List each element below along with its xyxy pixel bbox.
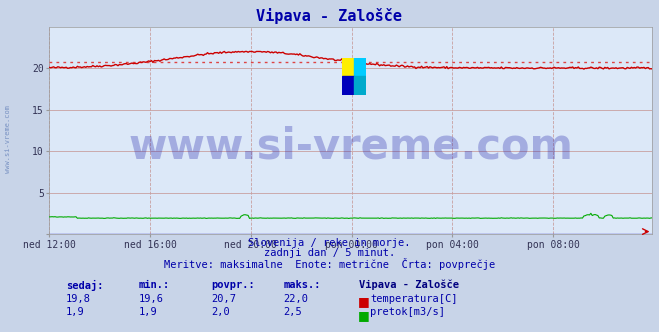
Bar (354, 76, 366, 95)
Bar (342, 58, 354, 76)
Text: www.si-vreme.com: www.si-vreme.com (129, 126, 573, 168)
Bar (354, 58, 366, 76)
Text: min.:: min.: (138, 280, 169, 290)
Text: sedaj:: sedaj: (66, 280, 103, 290)
Text: 2,0: 2,0 (211, 307, 229, 317)
Text: Meritve: maksimalne  Enote: metrične  Črta: povprečje: Meritve: maksimalne Enote: metrične Črta… (164, 258, 495, 270)
Text: ■: ■ (358, 295, 370, 308)
Text: 2,5: 2,5 (283, 307, 302, 317)
Text: Slovenija / reke in morje.: Slovenija / reke in morje. (248, 238, 411, 248)
Text: 20,7: 20,7 (211, 294, 236, 304)
Text: 22,0: 22,0 (283, 294, 308, 304)
Text: 19,6: 19,6 (138, 294, 163, 304)
Text: Vipava - Zalošče: Vipava - Zalošče (359, 280, 459, 290)
Text: 19,8: 19,8 (66, 294, 91, 304)
Bar (342, 76, 354, 95)
Text: zadnji dan / 5 minut.: zadnji dan / 5 minut. (264, 248, 395, 258)
Text: povpr.:: povpr.: (211, 280, 254, 290)
Text: ■: ■ (358, 309, 370, 322)
Text: www.si-vreme.com: www.si-vreme.com (5, 106, 11, 173)
Text: 1,9: 1,9 (66, 307, 84, 317)
Text: Vipava - Zalošče: Vipava - Zalošče (256, 8, 403, 24)
Text: pretok[m3/s]: pretok[m3/s] (370, 307, 445, 317)
Text: temperatura[C]: temperatura[C] (370, 294, 458, 304)
Text: maks.:: maks.: (283, 280, 321, 290)
Text: 1,9: 1,9 (138, 307, 157, 317)
